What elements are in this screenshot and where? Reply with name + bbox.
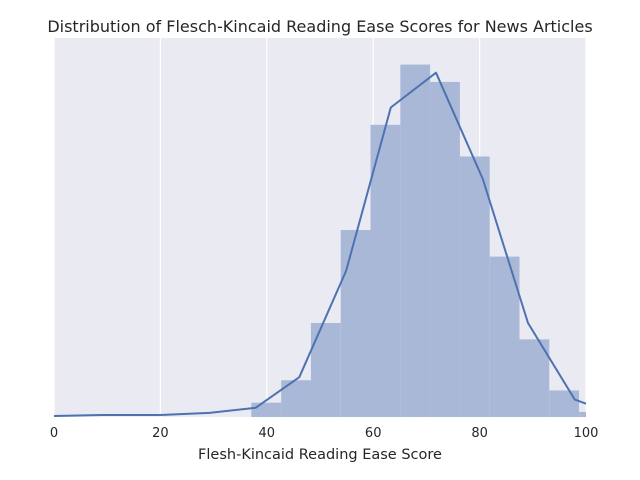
histogram-bar-3 [340,230,371,417]
x-axis-label: Flesh-Kincaid Reading Ease Score [198,447,442,463]
x-tick-label-100: 100 [574,426,599,441]
kde-curve-group [53,71,587,417]
x-tick-label-80: 80 [471,426,488,441]
histogram-bar-2 [310,323,341,417]
histogram-bar-11 [579,411,586,417]
kde-line [53,71,587,417]
histogram-bar-9 [519,339,550,417]
chart-title: Distribution of Flesch-Kincaid Reading E… [47,17,592,36]
histogram-bar-0 [251,402,282,417]
x-axis-ticks: 0 20 40 60 80 100 [50,426,599,441]
histogram-bar-7 [459,156,490,417]
histogram-bar-5 [400,64,431,418]
histogram-bar-6 [430,81,460,418]
x-tick-label-0: 0 [50,426,58,441]
x-tick-label-40: 40 [259,426,276,441]
x-tick-label-60: 60 [365,426,382,441]
histogram-bar-10 [549,390,580,417]
histogram-bar-4 [370,124,401,417]
x-tick-label-20: 20 [152,426,169,441]
